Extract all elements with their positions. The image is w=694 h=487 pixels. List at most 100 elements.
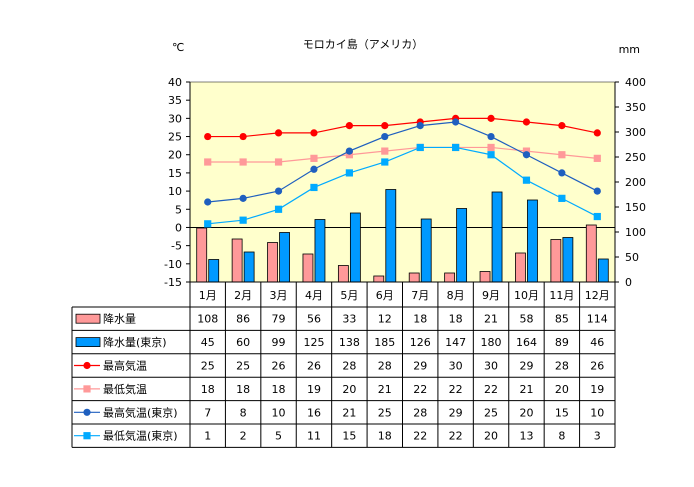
legend-key xyxy=(75,337,101,348)
point-marker xyxy=(487,132,495,141)
point-marker xyxy=(593,129,601,137)
point-marker xyxy=(558,122,566,130)
table-cell: 26 xyxy=(590,360,604,373)
table-cell: 18 xyxy=(236,383,250,396)
series-line xyxy=(207,117,598,138)
table-cell: 79 xyxy=(272,313,286,326)
legend-key xyxy=(83,432,91,440)
table-cell: 180 xyxy=(481,336,502,349)
chart-title: モロカイ島（アメリカ） xyxy=(303,37,423,51)
legend-key xyxy=(83,408,91,416)
bar xyxy=(337,265,349,283)
point-marker xyxy=(239,158,247,166)
point-marker xyxy=(558,194,566,202)
point-marker xyxy=(204,132,212,141)
point-marker xyxy=(239,216,247,224)
bar xyxy=(243,251,255,283)
table-cell: 25 xyxy=(236,360,250,373)
table-cell: 46 xyxy=(590,336,604,349)
point-marker xyxy=(381,122,389,130)
axes xyxy=(186,81,619,283)
point-marker xyxy=(274,187,283,195)
point-marker xyxy=(345,151,353,159)
table-cell: 26 xyxy=(272,360,286,373)
table-cell: 12 xyxy=(378,313,392,326)
table-cell: 108 xyxy=(197,313,218,326)
table-cell: 18 xyxy=(272,383,286,396)
point-marker xyxy=(239,194,247,202)
series-line xyxy=(207,146,598,163)
table-cell: 25 xyxy=(484,406,498,419)
point-marker xyxy=(558,151,566,159)
left-tick-label: 10 xyxy=(168,185,182,198)
table-cell: 20 xyxy=(484,430,498,443)
table-cell: 28 xyxy=(342,360,356,373)
left-tick-label: 25 xyxy=(168,131,182,144)
legend-key xyxy=(83,361,91,370)
point-marker xyxy=(487,114,495,122)
left-tick-label: 20 xyxy=(168,149,182,162)
bar xyxy=(444,272,456,283)
bar xyxy=(279,232,290,283)
legend-label: 最低気温 xyxy=(103,382,147,396)
category-label: 8月 xyxy=(447,289,465,302)
table-cell: 19 xyxy=(590,383,604,396)
table-cell: 20 xyxy=(342,383,356,396)
bar xyxy=(373,275,385,283)
left-tick-label: -15 xyxy=(164,276,182,289)
table-cell: 15 xyxy=(555,406,569,419)
left-tick-label: 40 xyxy=(168,76,182,89)
bar xyxy=(585,224,597,283)
category-label: 9月 xyxy=(482,289,500,302)
table-cell: 1 xyxy=(204,430,211,443)
legend-label: 最高気温(東京) xyxy=(103,405,178,419)
point-marker xyxy=(345,122,353,130)
table-cell: 18 xyxy=(201,383,215,396)
bar xyxy=(420,218,432,283)
table-cell: 20 xyxy=(555,383,569,396)
table-cell: 56 xyxy=(307,313,321,326)
left-tick-label: -5 xyxy=(171,240,182,253)
point-marker xyxy=(558,169,566,177)
point-marker xyxy=(416,143,424,152)
legend-label: 降水量 xyxy=(103,312,136,326)
right-tick-label: 250 xyxy=(625,151,646,164)
table-cell: 26 xyxy=(307,360,321,373)
bar xyxy=(562,237,574,283)
point-marker xyxy=(274,158,283,166)
table-cell: 22 xyxy=(484,383,498,396)
category-label: 2月 xyxy=(234,289,252,302)
right-tick-label: 50 xyxy=(625,251,639,264)
category-label: 11月 xyxy=(549,289,574,302)
bar xyxy=(456,208,468,283)
right-tick-label: 0 xyxy=(625,276,632,289)
right-axis-unit: mm xyxy=(619,43,640,56)
point-marker xyxy=(345,147,353,155)
right-tick-label: 150 xyxy=(625,201,646,214)
legend-key xyxy=(83,385,91,393)
bar xyxy=(550,239,562,283)
table-cell: 86 xyxy=(236,313,250,326)
legend-label: 降水量(東京) xyxy=(103,335,167,349)
category-label: 3月 xyxy=(270,289,288,302)
bar xyxy=(479,271,491,283)
point-marker xyxy=(310,129,318,137)
table-cell: 33 xyxy=(342,313,356,326)
table-cell: 164 xyxy=(516,336,537,349)
table-cell: 18 xyxy=(413,313,427,326)
point-marker xyxy=(522,147,531,155)
category-label: 7月 xyxy=(411,289,429,302)
point-marker xyxy=(593,187,601,195)
point-marker xyxy=(381,132,389,141)
table-cell: 15 xyxy=(342,430,356,443)
point-marker xyxy=(487,143,495,152)
point-marker xyxy=(274,205,283,213)
table-cell: 22 xyxy=(449,383,463,396)
table-cell: 30 xyxy=(449,360,463,373)
bar xyxy=(208,259,220,283)
table-cell: 114 xyxy=(587,313,608,326)
table-cell: 5 xyxy=(275,430,282,443)
table-cell: 22 xyxy=(413,383,427,396)
bar xyxy=(267,242,278,283)
bar xyxy=(302,253,314,283)
